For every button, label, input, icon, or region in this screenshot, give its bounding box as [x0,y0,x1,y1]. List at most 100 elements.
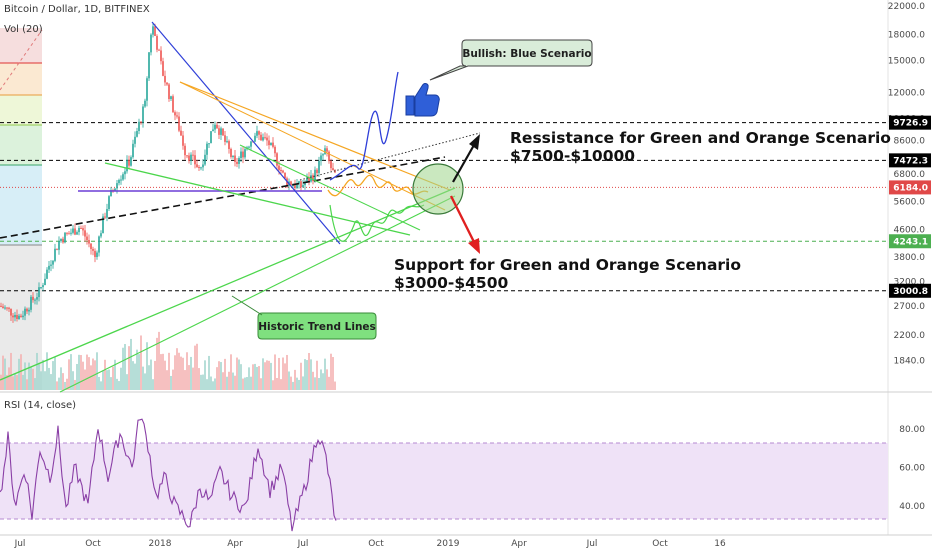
candle-body [138,121,140,132]
volume-bar [302,376,304,390]
volume-bar [238,359,240,390]
volume-indicator-label[interactable]: Vol (20) [4,24,43,35]
volume-bar [92,358,94,390]
price-level-tag [889,153,931,168]
support-label: Support for Green and Orange Scenario [394,256,741,274]
candle-body [38,287,40,298]
candle-body [116,183,118,189]
volume-bar [104,359,106,390]
candle-body [188,155,190,161]
candle-body [268,140,270,146]
volume-bar [88,357,90,390]
candle-body [54,248,56,261]
candle-body [148,52,150,79]
volume-bar [54,357,56,390]
volume-bar [142,366,144,390]
volume-bar [286,354,288,390]
volume-bar [246,377,248,390]
candle-body [270,142,272,146]
candle-body [242,151,244,158]
candle-body [210,131,212,144]
candle-body [264,137,266,139]
volume-bar [110,377,112,390]
volume-bar [72,371,74,390]
price-tick-label: 5600.0 [894,198,926,208]
price-level-value: 9726.9 [893,119,928,129]
volume-bar [304,359,306,390]
dotted-trendline [299,132,481,181]
volume-bar [38,362,40,390]
volume-bar [122,347,124,390]
candle-body [44,278,46,286]
candle-body [294,185,296,188]
volume-bar [206,379,208,390]
candle-body [158,49,160,51]
volume-bar [306,360,308,390]
volume-bar [136,349,138,390]
orange-mid-line [179,81,446,211]
volume-bar [98,376,100,390]
candle-body [212,129,214,132]
price-level-tag [889,115,931,130]
resistance-label: Ressistance for Green and Orange Scenari… [510,129,891,147]
volume-bar [236,357,238,390]
candle-body [200,167,202,169]
candle-body [190,154,192,161]
candle-body [82,228,84,231]
price-level-value: 4243.1 [893,237,928,247]
candle-body [306,177,308,183]
volume-bar [138,354,140,390]
volume-bar [316,360,318,390]
candle-body [142,106,144,123]
volume-bar [244,377,246,390]
rsi-axis: 80.00 60.00 40.00 [899,425,925,512]
volume-bar [8,367,10,390]
candle-body [292,185,294,187]
candle-body [220,128,222,135]
candle-body [20,315,22,318]
candle-body [256,131,258,136]
candle-body [272,142,274,147]
volume-bar [242,378,244,390]
volume-bar [234,375,236,390]
candle-body [324,148,326,155]
candle-body [68,233,70,235]
candle-body [46,269,48,279]
volume-bar [218,361,220,390]
down-arrow [449,195,476,243]
volume-bar [70,354,72,390]
volume-bar [108,369,110,390]
volume-bar [90,365,92,390]
time-tick-label: Oct [652,539,668,549]
candle-body [98,236,100,253]
volume-bar [226,376,228,390]
candle-body [176,115,178,117]
volume-bar [152,379,154,390]
volume-bar [58,377,60,390]
rsi-label[interactable]: RSI (14, close) [4,400,76,411]
volume-bar [294,369,296,390]
candle-body [32,296,34,301]
price-level-value: 7472.3 [893,156,928,166]
volume-bar [134,363,136,390]
volume-bar [228,371,230,390]
volume-bar [168,352,170,390]
price-tick-label: 12000.0 [888,89,925,99]
candle-body [62,238,64,243]
time-tick-label: Oct [85,539,101,549]
candle-body [172,96,174,113]
volume-bar [192,367,194,390]
candle-body [40,287,42,289]
price-level-tag [889,180,931,195]
volume-bar [288,371,290,390]
candle-body [90,243,92,249]
candle-body [298,181,300,184]
candle-body [16,314,18,319]
candle-body [24,308,26,316]
price-tick-label: 3800.0 [894,253,926,263]
volume-bar [68,359,70,390]
volume-bar [30,367,32,390]
symbol-title[interactable]: Bitcoin / Dollar, 1D, BITFINEX [4,4,150,15]
candle-body [14,314,16,318]
